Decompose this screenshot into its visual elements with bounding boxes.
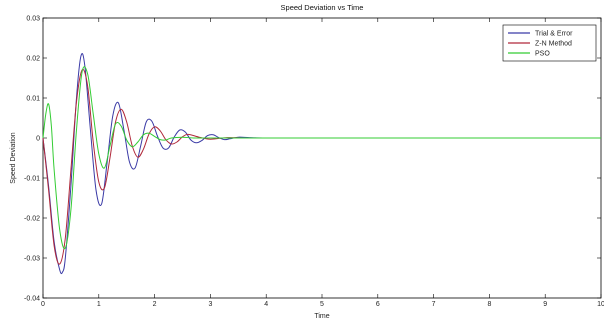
x-tick-label: 1: [97, 301, 101, 308]
x-tick-label: 6: [376, 301, 380, 308]
y-tick-label: -0.02: [24, 216, 40, 223]
y-tick-label: 0.02: [26, 56, 40, 63]
y-tick-label: 0.01: [26, 96, 40, 103]
series-line-pso: [42, 66, 601, 250]
series-lines: [42, 53, 601, 275]
x-tick-label: 7: [432, 301, 436, 308]
x-tick-label: 2: [153, 301, 157, 308]
x-tick-label: 5: [320, 301, 324, 308]
y-tick-label: -0.04: [24, 296, 40, 303]
y-tick-label: 0.03: [26, 16, 40, 23]
legend-label: Z-N Method: [535, 41, 572, 48]
x-tick-label: 8: [487, 301, 491, 308]
x-tick-label: 9: [543, 301, 547, 308]
legend-label: Trial & Error: [535, 31, 573, 38]
x-tick-label: 10: [597, 301, 604, 308]
y-tick-label: -0.03: [24, 256, 40, 263]
legend: Trial & Error Z-N Method PSO: [502, 24, 597, 62]
legend-label: PSO: [535, 51, 550, 58]
x-tick-label: 4: [264, 301, 268, 308]
y-axis-label: Speed Deviation: [10, 132, 17, 183]
x-axis-label: Time: [314, 313, 329, 320]
x-tick-label: 0: [41, 301, 45, 308]
y-tick-label: -0.01: [24, 176, 40, 183]
chart-title: Speed Deviation vs Time: [281, 3, 364, 12]
y-tick-label: 0: [36, 136, 40, 143]
x-axis-ticks: 0 1 2 3 4 5 6 7 8 9 10: [41, 18, 604, 308]
plot-area: [42, 17, 602, 299]
x-tick-label: 3: [208, 301, 212, 308]
